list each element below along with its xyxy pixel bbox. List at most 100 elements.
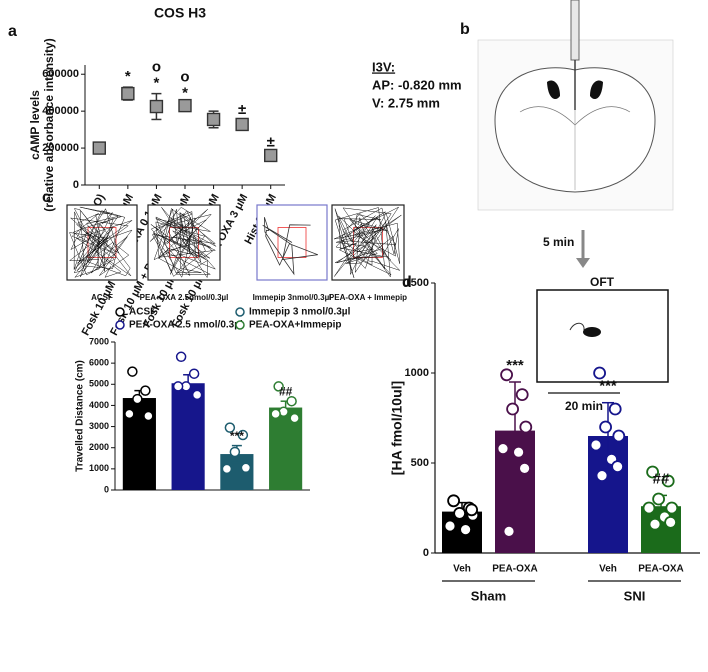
significance: ±	[267, 134, 275, 151]
data-point	[515, 388, 529, 402]
y-tick-label: 400000	[42, 105, 79, 117]
data-point	[172, 381, 184, 392]
legend-marker	[235, 320, 245, 330]
data-point	[273, 381, 284, 392]
panel-letter: a	[8, 23, 17, 40]
data-point	[124, 408, 135, 420]
legend-label: PEA-OXA 2.5 nmol/0.3µl	[129, 320, 243, 331]
error-bar	[509, 381, 521, 480]
data-point	[518, 461, 531, 475]
group-label: Sham	[471, 588, 506, 603]
data-point	[648, 517, 662, 531]
track-image	[147, 204, 221, 281]
data-point	[289, 412, 300, 424]
point	[178, 98, 192, 113]
point	[264, 148, 278, 163]
data-point	[506, 402, 519, 416]
track-path	[333, 206, 402, 278]
data-point	[665, 501, 679, 515]
data-point	[465, 503, 479, 517]
significance: ***	[599, 378, 617, 395]
bar	[171, 383, 205, 490]
significance: ***	[506, 357, 524, 374]
y-tick-label: 5000	[89, 379, 109, 389]
data-point	[646, 465, 659, 479]
track-path	[262, 217, 318, 276]
x-tick-label: PEA-OXA	[492, 564, 538, 575]
y-tick-label: 3000	[89, 421, 109, 431]
track-path	[68, 206, 133, 278]
track-label: PEA-OXA 2.5nmol/0.3µl	[140, 293, 229, 302]
point	[121, 86, 135, 101]
panel-letter: b	[460, 21, 470, 38]
data-point	[500, 368, 514, 382]
point	[235, 117, 249, 132]
significance: *	[125, 68, 131, 85]
data-point	[496, 442, 510, 456]
data-point	[188, 368, 200, 379]
y-tick-label: 0	[423, 547, 429, 559]
data-point	[593, 366, 606, 380]
data-point	[447, 494, 461, 508]
chart-title: COS H3	[154, 5, 206, 21]
x-tick-label: Veh	[453, 564, 471, 575]
track-label: PEA-OXA + Immepip	[329, 293, 407, 302]
y-tick-label: 600000	[42, 68, 79, 80]
data-point	[519, 420, 533, 434]
note: I3V:	[372, 59, 395, 74]
panel-letter: c	[42, 189, 51, 206]
significance: o	[152, 59, 161, 76]
data-point	[127, 366, 138, 377]
point	[149, 99, 164, 114]
y-tick-label: 200000	[42, 142, 79, 154]
data-point	[443, 519, 457, 533]
data-point	[143, 410, 154, 422]
track-image	[256, 204, 328, 281]
point	[206, 112, 221, 127]
panel-letter: d	[402, 274, 412, 291]
data-point	[140, 385, 151, 396]
brain-atlas	[477, 0, 674, 394]
data-point	[459, 523, 473, 536]
data-point	[237, 429, 249, 441]
legend-marker	[235, 307, 245, 317]
y-axis-label: (relative absorbance intensity)	[42, 38, 56, 211]
data-point	[599, 420, 612, 434]
data-point	[175, 351, 187, 363]
duration-label: 20 min	[565, 399, 603, 413]
significance: *	[154, 75, 160, 92]
track-label: Immepip 3nmol/0.3µl	[253, 293, 332, 302]
y-tick-label: 1000	[405, 367, 429, 379]
group-label: SNI	[624, 588, 646, 603]
legend-label: ACSF	[129, 307, 156, 318]
track-label: ACSF	[91, 293, 113, 302]
data-point	[664, 516, 677, 529]
y-axis-label: [HA fmol/10ul]	[389, 381, 405, 475]
step-label: 5 min	[543, 235, 574, 249]
legend-marker	[115, 307, 125, 317]
y-axis-label: cAMP levels	[28, 90, 42, 160]
significance: ±	[238, 101, 246, 118]
legend-label: Immepip 3 nmol/0.3µl	[249, 307, 351, 318]
significance: *	[182, 84, 188, 101]
data-point	[611, 460, 624, 474]
y-tick-label: 1500	[405, 277, 429, 289]
significance: ***	[230, 429, 244, 443]
data-point	[286, 395, 297, 407]
box-title: OFT	[590, 275, 615, 289]
significance: ##	[653, 470, 670, 487]
y-tick-label: 4000	[89, 400, 109, 410]
data-point	[612, 429, 626, 443]
data-point	[512, 445, 525, 459]
point	[92, 141, 106, 155]
data-point	[453, 507, 467, 520]
y-tick-label: 7000	[89, 336, 109, 346]
y-tick-label: 2000	[89, 442, 109, 452]
y-tick-label: 500	[411, 457, 429, 469]
data-point	[229, 446, 241, 458]
data-point	[224, 422, 236, 433]
data-point	[221, 463, 233, 475]
track-image	[331, 204, 405, 281]
significance: o	[180, 68, 189, 85]
